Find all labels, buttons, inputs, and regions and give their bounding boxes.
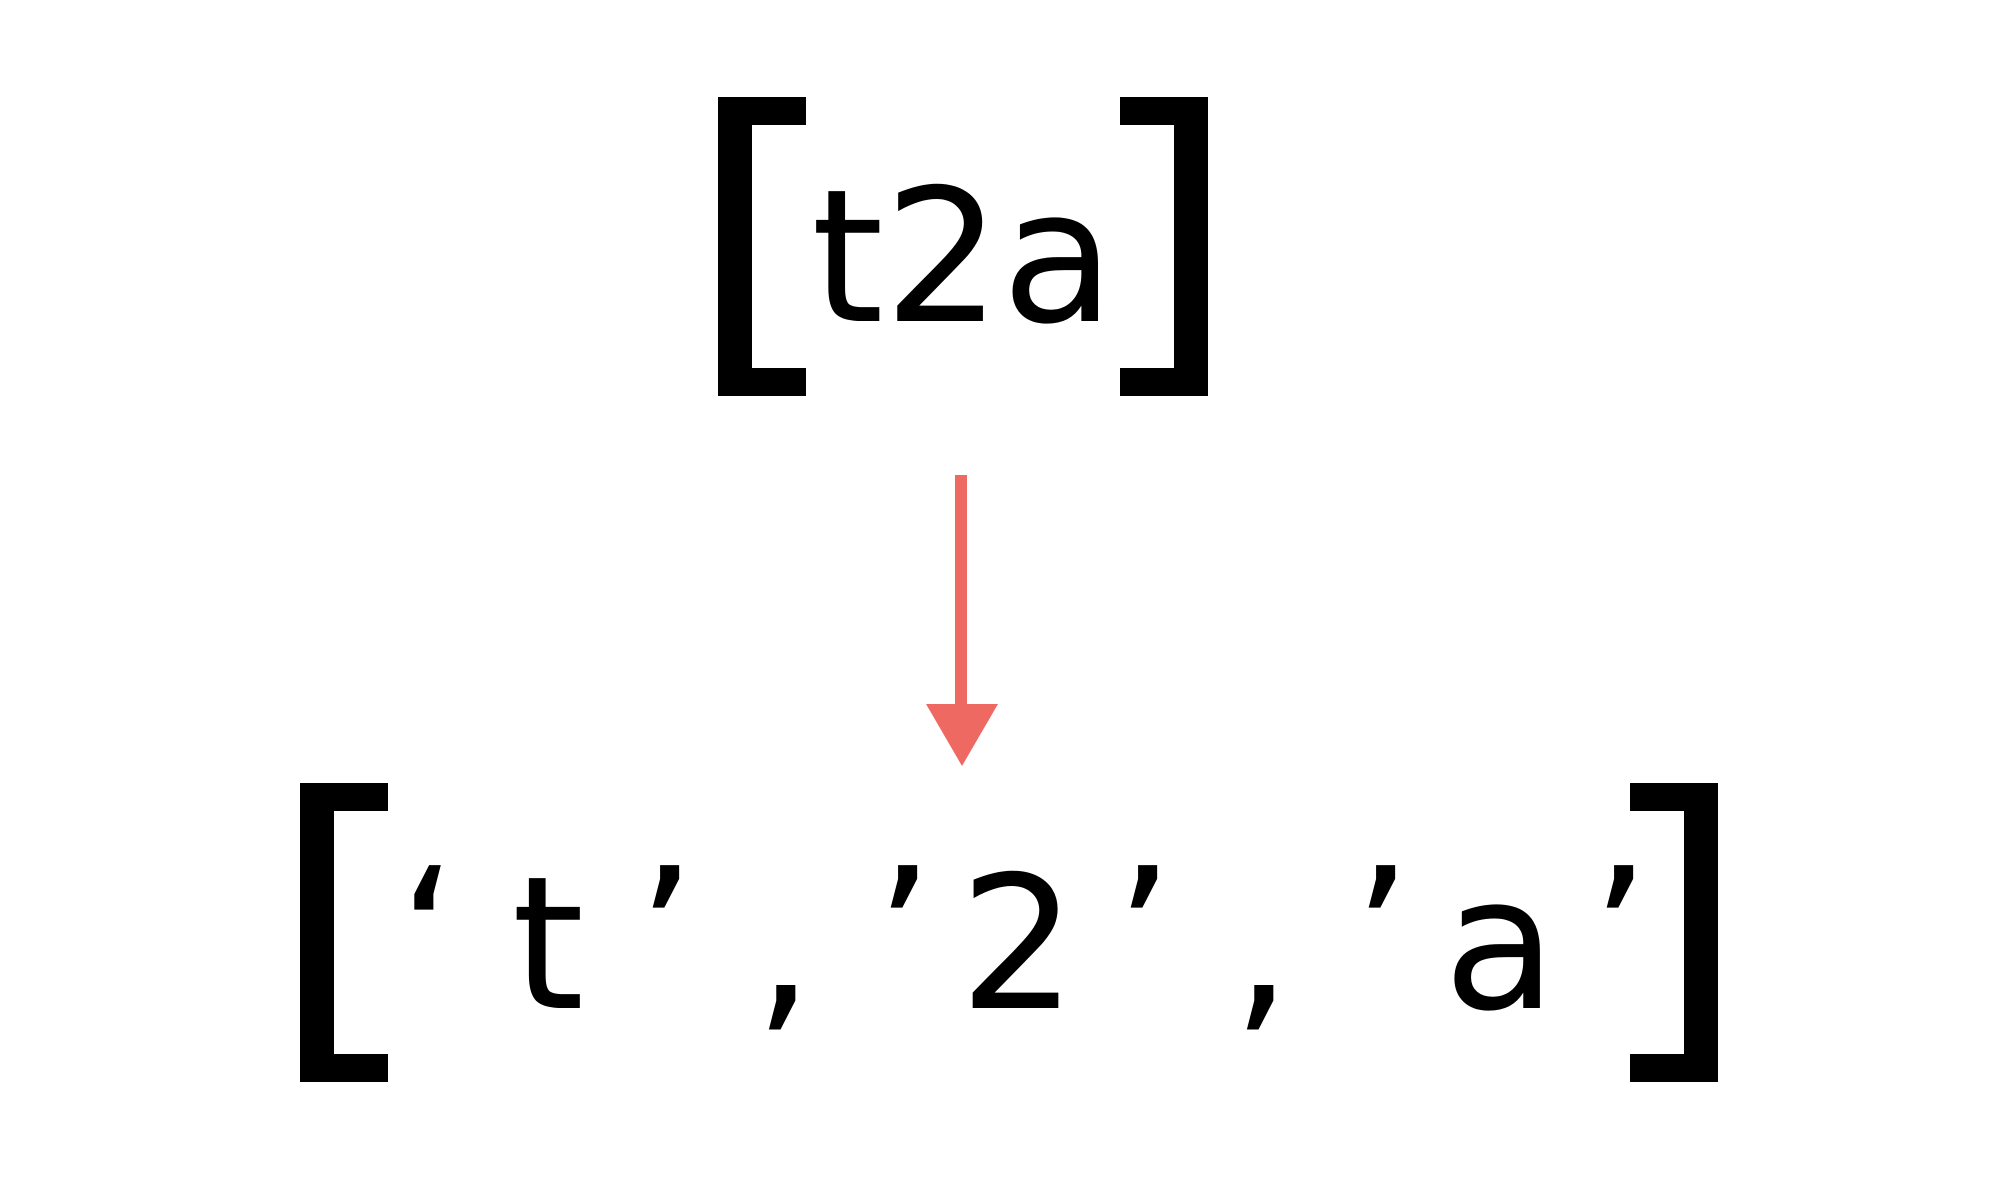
list-item-3: a xyxy=(1443,836,1556,1052)
input-string-text: t2a xyxy=(811,149,1115,365)
output-list-group: ‘ t ’ , ’ 2 ’ , ’ a ’ xyxy=(300,783,1718,1082)
input-string-group: t2a xyxy=(718,97,1208,396)
list-item-2: 2 xyxy=(959,836,1077,1052)
output-right-bracket xyxy=(1630,783,1718,1082)
input-left-bracket xyxy=(718,97,806,396)
open-quote-1: ‘ xyxy=(399,828,458,1044)
input-right-bracket xyxy=(1120,97,1208,396)
separator-1: , xyxy=(755,836,814,1052)
arrow-head-icon xyxy=(926,704,998,766)
close-quote-3: ’ xyxy=(1591,828,1650,1044)
arrow-shaft xyxy=(955,475,967,706)
list-item-1: t xyxy=(512,836,585,1052)
transform-arrow xyxy=(926,475,998,766)
open-quote-3: ’ xyxy=(1353,828,1412,1044)
close-quote-2: ’ xyxy=(1115,828,1174,1044)
output-left-bracket xyxy=(300,783,388,1082)
close-quote-1: ’ xyxy=(637,828,696,1044)
open-quote-2: ’ xyxy=(875,828,934,1044)
separator-2: , xyxy=(1233,836,1292,1052)
